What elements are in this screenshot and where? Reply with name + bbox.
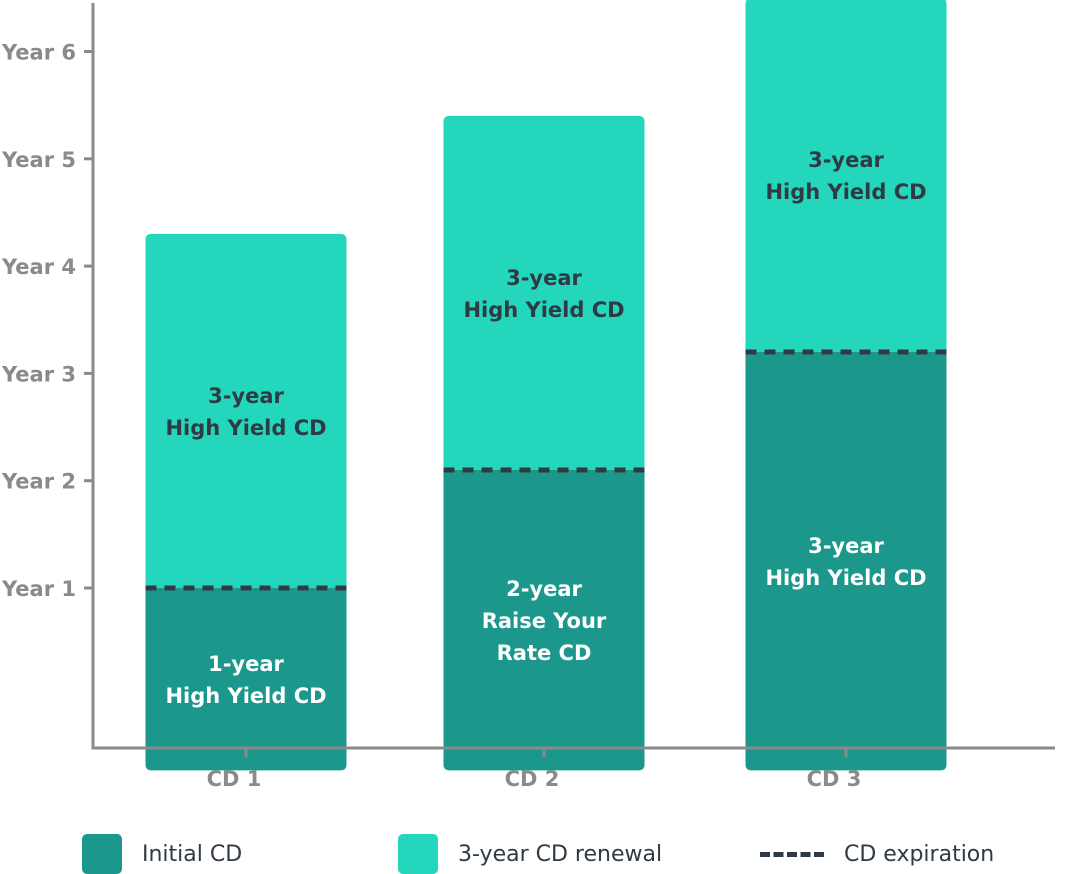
y-tick-label-5: Year 5 xyxy=(1,148,76,172)
bar-initial-cd-cd-3 xyxy=(745,351,947,771)
legend-item-initial-cd: Initial CD xyxy=(82,834,242,874)
segment-label-line: 1-year xyxy=(208,652,284,676)
cd-ladder-chart: 1-year High Yield CD 2-year Raise Your Rate … xyxy=(1,0,1055,791)
y-tick-label-6: Year 6 xyxy=(1,41,76,65)
segment-label-3-year-cd-renewal-cd-2: 3-year High Yield CD xyxy=(463,266,624,322)
x-tick-label-cd-3: CD 3 xyxy=(807,767,862,791)
bar-3-year-cd-renewal-cd-1 xyxy=(145,233,347,588)
segment-label-line: High Yield CD xyxy=(165,684,326,708)
segment-label-line: 3-year xyxy=(808,534,884,558)
legend-item-expiration: CD expiration xyxy=(760,834,994,874)
segment-label-line: High Yield CD xyxy=(765,180,926,204)
segment-label-line: High Yield CD xyxy=(165,416,326,440)
segment-label-line: Raise Your xyxy=(482,609,607,633)
y-tick-label-2: Year 2 xyxy=(1,470,76,494)
y-tick-label-4: Year 4 xyxy=(1,255,76,279)
y-tick-label-3: Year 3 xyxy=(1,362,76,386)
legend-dash-expiration xyxy=(760,851,824,857)
segment-label-initial-cd-cd-2: 2-year Raise Your Rate CD xyxy=(482,577,607,665)
bar-3-year-cd-renewal-cd-2 xyxy=(443,115,645,470)
legend-label-initial-cd: Initial CD xyxy=(142,841,243,867)
segment-label-3-year-cd-renewal-cd-1: 3-year High Yield CD xyxy=(165,384,326,440)
legend-label-renewal: 3-year CD renewal xyxy=(458,841,663,867)
x-tick-label-cd-1: CD 1 xyxy=(207,767,262,791)
bar-3-year-cd-renewal-cd-3 xyxy=(745,0,947,352)
segment-label-line: 3-year xyxy=(208,384,284,408)
bar-initial-cd-cd-2 xyxy=(443,469,645,771)
y-tick-label-1: Year 1 xyxy=(1,577,76,601)
legend-item-renewal: 3-year CD renewal xyxy=(398,834,662,874)
x-tick-label-cd-2: CD 2 xyxy=(505,767,560,791)
segment-label-line: High Yield CD xyxy=(463,298,624,322)
segment-label-line: 3-year xyxy=(506,266,582,290)
segment-label-initial-cd-cd-3: 3-year High Yield CD xyxy=(765,534,926,590)
legend-label-expiration: CD expiration xyxy=(844,841,995,867)
legend-swatch-renewal xyxy=(398,834,438,874)
segment-label-line: High Yield CD xyxy=(765,566,926,590)
segment-label-initial-cd-cd-1: 1-year High Yield CD xyxy=(165,652,326,708)
segment-label-line: Rate CD xyxy=(497,641,592,665)
segment-label-line: 2-year xyxy=(506,577,582,601)
bar-initial-cd-cd-1 xyxy=(145,588,347,771)
legend: Initial CD 3-year CD renewal CD expirati… xyxy=(0,834,1088,874)
segment-label-line: 3-year xyxy=(808,148,884,172)
legend-swatch-initial-cd xyxy=(82,834,122,874)
segment-label-3-year-cd-renewal-cd-3: 3-year High Yield CD xyxy=(765,148,926,204)
